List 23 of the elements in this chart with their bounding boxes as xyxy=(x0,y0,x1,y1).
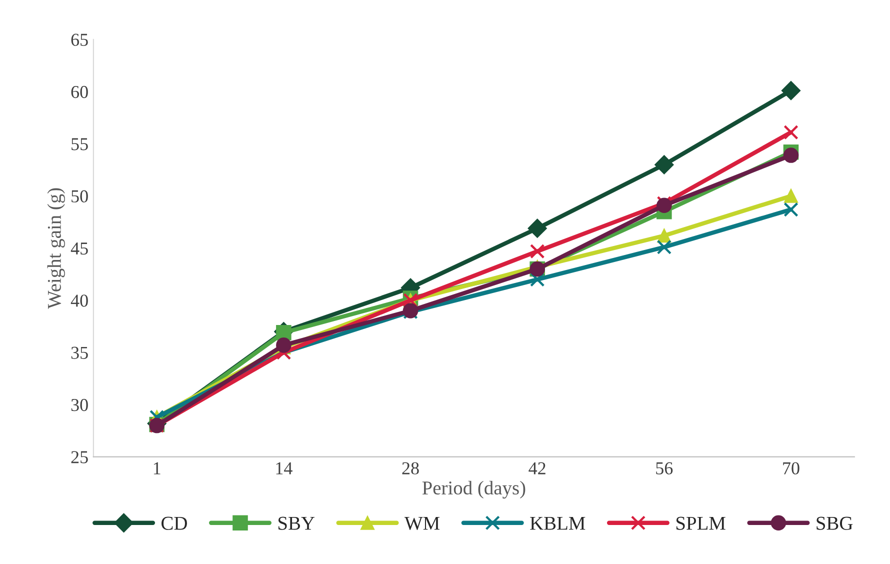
legend-label: WM xyxy=(404,516,440,530)
legend-label: SBG xyxy=(816,516,853,530)
legend-label: KBLM xyxy=(530,516,586,530)
y-tick-label: 65 xyxy=(71,34,88,46)
x-tick-label: 56 xyxy=(656,462,673,474)
x-tick-label: 70 xyxy=(783,462,800,474)
y-tick-label: 40 xyxy=(70,294,88,307)
y-tick-label: 50 xyxy=(72,190,88,202)
y-tick-label: 30 xyxy=(71,398,88,412)
x-tick-label: 1 xyxy=(154,462,160,474)
legend-label: CD xyxy=(162,516,187,530)
y-axis-title: Weight gain (g) xyxy=(47,188,65,309)
x-tick-label: 42 xyxy=(528,462,546,474)
y-tick-label: 60 xyxy=(71,86,88,98)
y-tick-label: 25 xyxy=(71,451,88,464)
y-tick-label: 55 xyxy=(72,138,88,150)
x-axis-title: Period (days) xyxy=(422,480,526,499)
legend-label: SPLM xyxy=(676,516,726,530)
legend-label: SBY xyxy=(278,516,315,530)
y-tick-label: 45 xyxy=(70,242,88,255)
x-tick-label: 14 xyxy=(276,462,292,474)
y-tick-label: 35 xyxy=(71,346,88,359)
x-tick-label: 28 xyxy=(402,462,419,474)
